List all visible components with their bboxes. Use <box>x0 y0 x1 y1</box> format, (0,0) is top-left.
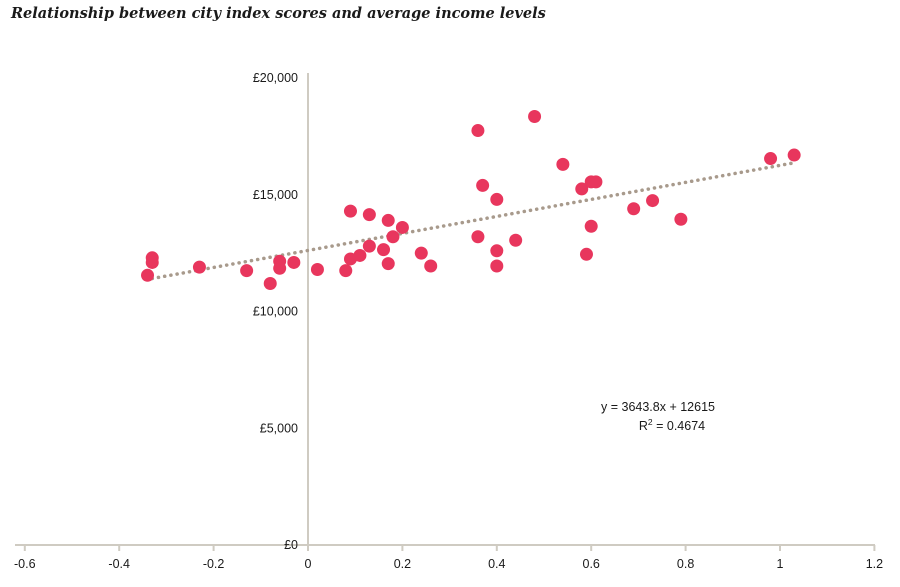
x-tick-label: -0.4 <box>108 557 130 571</box>
x-tick-label: -0.6 <box>14 557 36 571</box>
data-point <box>579 247 593 261</box>
data-point <box>589 175 603 189</box>
x-tick-label: 0.4 <box>488 557 505 571</box>
data-point <box>556 157 570 171</box>
y-tick-label: £0 <box>284 538 298 552</box>
data-point <box>362 239 376 253</box>
data-point <box>141 268 155 282</box>
x-tick-label: -0.2 <box>203 557 225 571</box>
y-tick-label: £20,000 <box>253 71 298 85</box>
data-point <box>424 259 438 273</box>
data-point <box>787 148 801 162</box>
data-point <box>627 202 641 216</box>
data-point <box>263 276 277 290</box>
data-point <box>764 152 778 166</box>
data-point <box>490 192 504 206</box>
data-point <box>471 230 485 244</box>
r-squared-label: R2 = 0.4674 <box>639 417 705 433</box>
data-point <box>353 248 367 262</box>
x-tick-label: 1.2 <box>866 557 883 571</box>
data-point <box>646 194 660 208</box>
x-tick-labels: -0.6 -0.4 -0.2 0 0.2 0.4 0.6 0.8 1 1.2 <box>14 545 883 571</box>
data-point <box>414 246 428 260</box>
data-point <box>471 124 485 138</box>
data-point <box>343 204 357 218</box>
chart-title: Relationship between city index scores a… <box>11 5 546 22</box>
data-point <box>192 260 206 274</box>
y-tick-labels: £0 £5,000 £10,000 £15,000 £20,000 <box>253 71 298 552</box>
data-point <box>395 220 409 234</box>
y-tick-label: £5,000 <box>260 421 298 435</box>
data-point <box>377 243 391 257</box>
data-point <box>287 255 301 269</box>
data-point <box>273 261 287 275</box>
data-point <box>490 244 504 258</box>
y-tick-label: £10,000 <box>253 305 298 319</box>
data-point <box>490 259 504 273</box>
data-point <box>381 213 395 227</box>
x-tick-label: 0.6 <box>583 557 600 571</box>
trendline <box>150 161 796 281</box>
r-squared-value: = 0.4674 <box>653 419 706 433</box>
data-point <box>362 208 376 222</box>
data-point <box>476 178 490 192</box>
r-squared-superscript: 2 <box>648 417 653 427</box>
data-point <box>310 262 324 276</box>
data-point <box>584 219 598 233</box>
data-point <box>339 264 353 278</box>
data-point <box>386 230 400 244</box>
x-tick-label: 0.2 <box>394 557 411 571</box>
x-tick-label: 0 <box>305 557 312 571</box>
y-tick-label: £15,000 <box>253 188 298 202</box>
x-tick-label: 1 <box>777 557 784 571</box>
data-points <box>141 110 801 290</box>
x-tick-label: 0.8 <box>677 557 694 571</box>
data-point <box>509 233 523 247</box>
data-point <box>575 182 589 196</box>
trendline-equation: y = 3643.8x + 12615 <box>601 400 715 414</box>
r-squared-prefix: R <box>639 419 648 433</box>
data-point <box>145 255 159 269</box>
data-point <box>240 264 254 278</box>
data-point <box>528 110 542 124</box>
data-point <box>381 257 395 271</box>
data-point <box>674 212 688 226</box>
